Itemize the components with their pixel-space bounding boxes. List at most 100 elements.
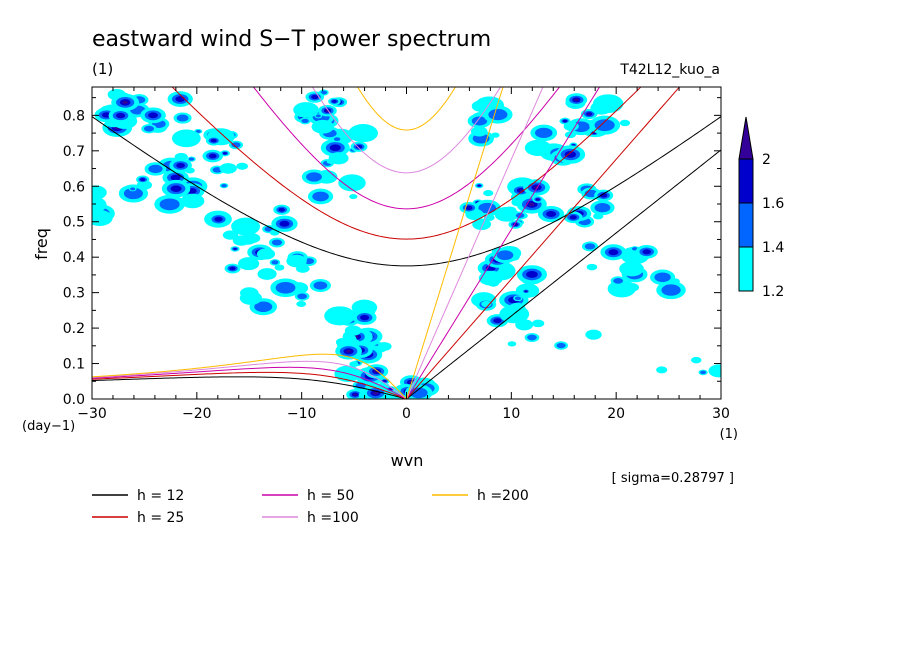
power-contour-region	[171, 129, 201, 148]
power-contour-region	[642, 249, 651, 255]
legend-label: h = 25	[137, 510, 184, 526]
power-contour-region	[92, 210, 113, 227]
power-contour-region	[221, 184, 227, 188]
x-tick-label: −20	[182, 406, 212, 422]
rossby-curve	[92, 376, 407, 399]
power-contour-region	[92, 196, 107, 214]
power-contour-region	[656, 366, 668, 374]
power-contour-region	[244, 233, 261, 244]
sigma-note: [ sigma=0.28797 ]	[612, 471, 734, 486]
power-contour-region	[210, 138, 217, 143]
power-contour-region	[360, 314, 370, 321]
power-contour-region	[528, 202, 535, 207]
power-contour-region	[278, 207, 285, 212]
power-contour-region	[177, 131, 188, 138]
power-contour-region	[256, 248, 276, 260]
power-contour-region	[233, 247, 237, 250]
kelvin-curve	[406, 87, 601, 399]
power-contour-region	[229, 266, 236, 271]
power-contour-region	[123, 187, 143, 200]
x-tick-label: 0	[402, 406, 411, 422]
power-contour-region	[536, 198, 539, 201]
power-contour-region	[564, 151, 577, 158]
y-tick-label: 0.1	[63, 357, 85, 373]
power-contour-region	[324, 306, 356, 326]
power-contour-region	[180, 193, 205, 209]
colorbar-segment	[738, 246, 754, 292]
rossby-curve	[92, 366, 407, 399]
power-contour-region	[306, 172, 322, 182]
power-contour-region	[691, 356, 702, 364]
power-contour-region	[481, 300, 492, 308]
y-tick-label: 0.4	[63, 250, 85, 266]
power-contour-region	[301, 118, 309, 124]
power-contour-region	[223, 152, 227, 155]
gravity-curve	[252, 87, 561, 210]
power-contour-region	[279, 220, 290, 227]
power-contour-region	[239, 291, 262, 305]
power-contour-region	[478, 270, 503, 286]
x-tick-label: −30	[77, 406, 107, 422]
x-tick-label: 20	[607, 406, 625, 422]
power-contour-region	[143, 125, 155, 132]
power-contour-region	[176, 162, 185, 169]
power-contour-region	[170, 174, 181, 181]
power-contour-region	[271, 239, 283, 246]
power-contour-region	[122, 100, 128, 104]
power-contour-region	[377, 342, 392, 351]
kelvin-curve	[406, 87, 544, 399]
power-contour-region	[382, 379, 387, 383]
y-tick-label: 0.6	[63, 179, 85, 195]
power-contour-region	[329, 144, 341, 152]
power-contour-region	[654, 272, 671, 283]
x-tick-label: 30	[712, 406, 730, 422]
power-contour-region	[661, 284, 681, 296]
power-contour-region	[195, 129, 201, 133]
power-contour-region	[527, 334, 537, 341]
power-contour-region	[311, 119, 334, 134]
power-contour-region	[326, 159, 335, 165]
x-axis-label: wvn	[391, 451, 424, 470]
power-contour-region	[708, 364, 721, 378]
case-label: T42L12_kuo_a	[619, 62, 720, 78]
x-tick-label: 10	[502, 406, 520, 422]
power-contour-region	[491, 132, 500, 138]
colorbar-segment	[738, 202, 754, 248]
colorbar-label: 2	[762, 152, 771, 168]
title-units: (1)	[92, 60, 113, 78]
power-contour-region	[271, 260, 279, 265]
legend-label: h =200	[477, 488, 529, 504]
legend-label: h = 50	[307, 488, 354, 504]
power-contour-region	[465, 205, 473, 210]
colorbar-segment	[738, 158, 754, 204]
colorbar-label: 1.2	[762, 284, 784, 300]
power-contour-region	[286, 254, 307, 268]
power-contour-region	[333, 137, 341, 142]
power-contour-region	[586, 263, 598, 271]
power-contour-region	[585, 329, 602, 340]
x-tick-label: −10	[287, 406, 317, 422]
y-tick-label: 0.7	[63, 144, 85, 160]
y-axis-label: freq	[32, 228, 51, 260]
power-contour-region	[535, 127, 553, 139]
power-contour-region	[592, 94, 624, 114]
power-contour-region	[115, 112, 126, 119]
power-contour-region	[488, 108, 508, 121]
power-contour-region	[531, 319, 545, 328]
power-contour-region	[569, 215, 577, 220]
power-contour-region	[231, 142, 241, 148]
power-contour-region	[373, 391, 379, 395]
gravity-curve	[311, 87, 502, 174]
power-contour-region	[214, 216, 223, 222]
power-contour-region	[148, 112, 158, 119]
rossby-curve	[92, 360, 407, 399]
power-contour-region	[613, 278, 624, 284]
power-contour-region	[619, 119, 631, 127]
power-contour-region	[608, 249, 619, 256]
power-contour-region	[496, 250, 514, 261]
power-contour-region	[483, 190, 494, 197]
power-contour-region	[312, 191, 329, 202]
power-contour-region	[477, 184, 481, 187]
power-contour-region	[556, 342, 566, 349]
